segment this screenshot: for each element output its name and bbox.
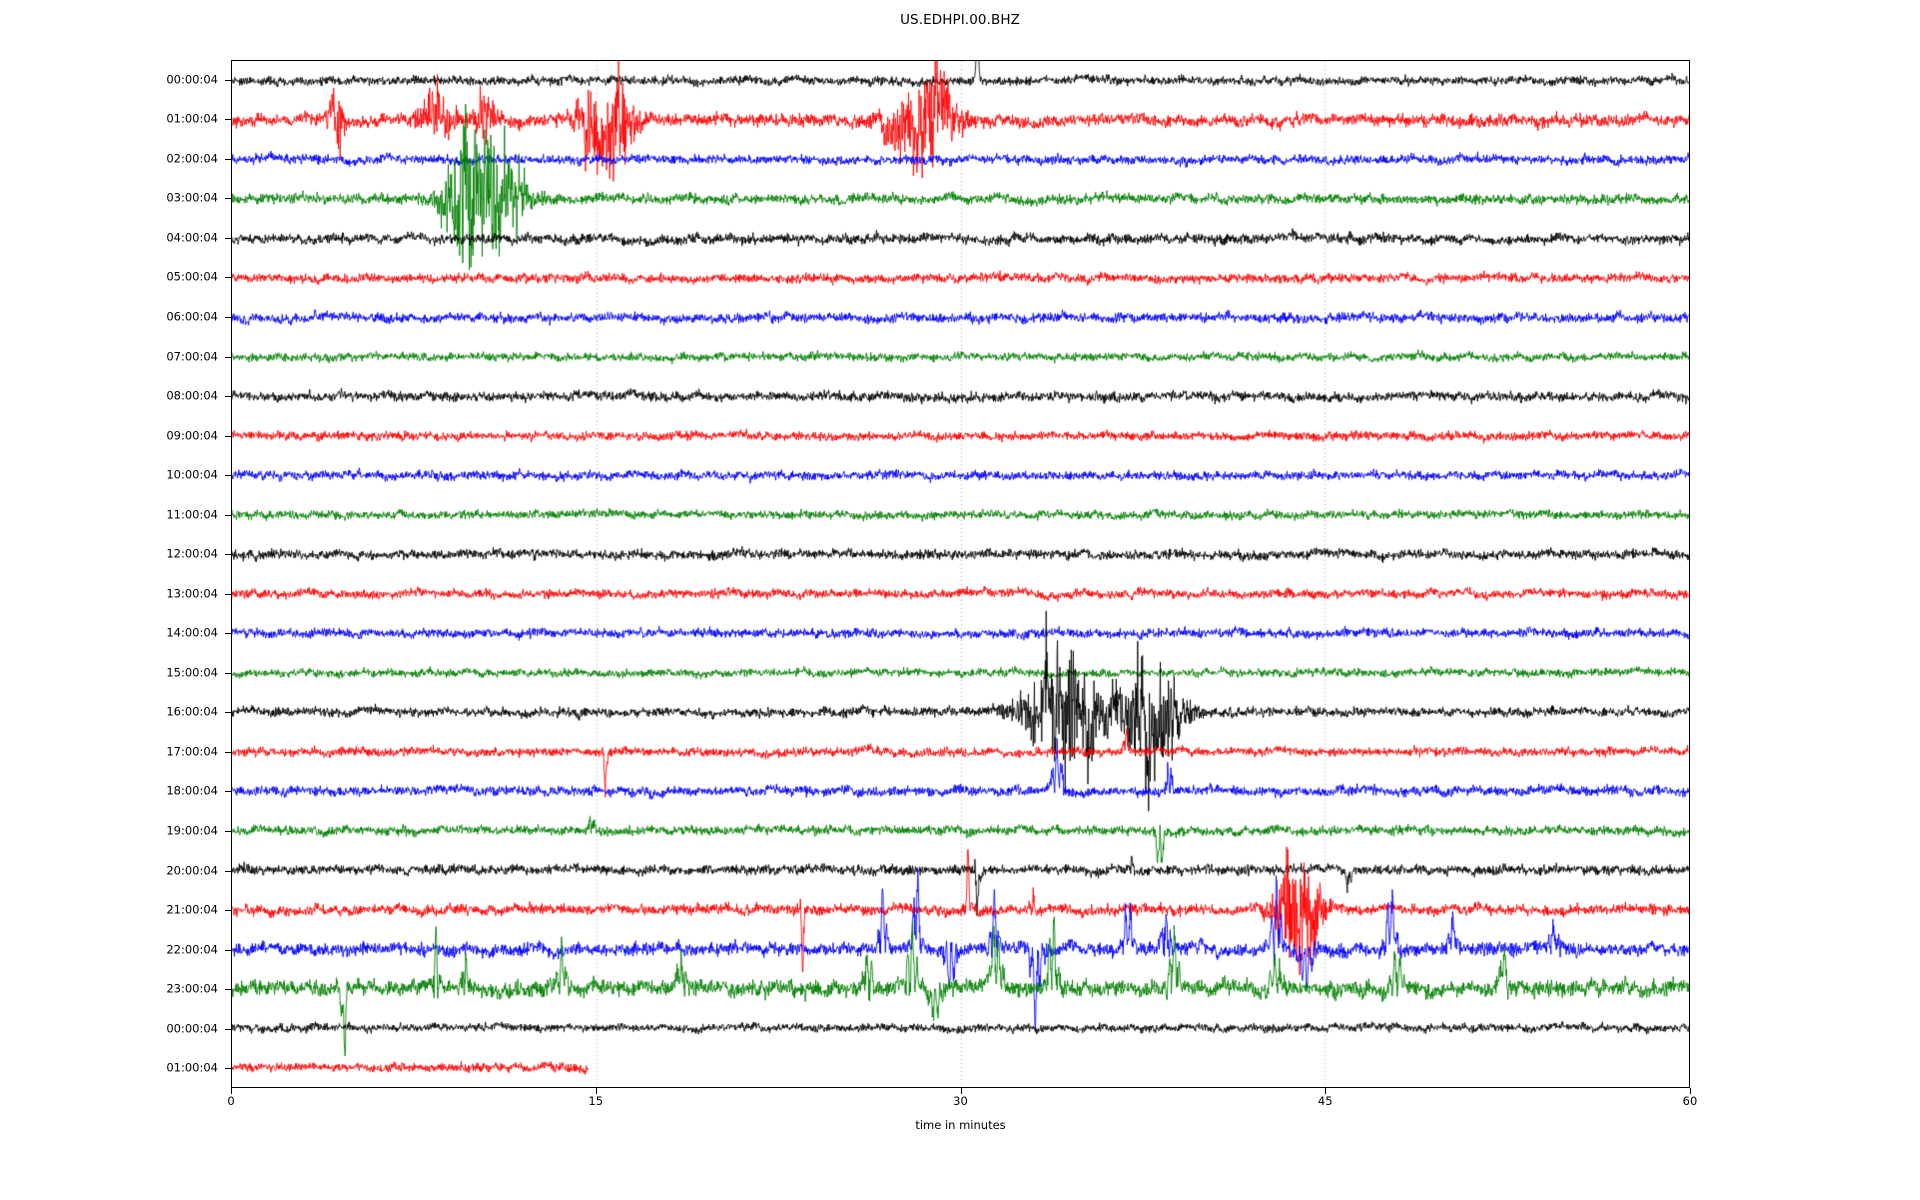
y-tick-label-22: 22:00:04 <box>166 941 218 956</box>
y-tick-mark-1 <box>225 119 232 121</box>
y-tick-mark-4 <box>225 237 232 239</box>
x-tick-mark-2 <box>960 1088 962 1094</box>
y-tick-mark-17 <box>225 751 232 753</box>
x-tick-mark-1 <box>595 1088 597 1094</box>
y-tick-label-2: 02:00:04 <box>166 151 218 166</box>
y-tick-label-0: 00:00:04 <box>166 72 218 87</box>
y-tick-label-5: 05:00:04 <box>166 269 218 284</box>
x-tick-mark-4 <box>1690 1088 1691 1094</box>
plot-axes <box>231 60 1690 1088</box>
y-tick-label-6: 06:00:04 <box>166 309 218 324</box>
y-tick-mark-19 <box>225 831 232 832</box>
y-tick-label-23: 23:00:04 <box>166 981 218 996</box>
y-tick-mark-3 <box>225 198 232 200</box>
y-tick-mark-18 <box>225 791 232 793</box>
y-tick-label-11: 11:00:04 <box>166 506 218 521</box>
y-tick-mark-16 <box>225 712 232 714</box>
y-tick-label-16: 16:00:04 <box>166 704 218 719</box>
y-tick-label-10: 10:00:04 <box>166 467 218 482</box>
y-tick-label-20: 20:00:04 <box>166 862 218 877</box>
x-tick-mark-3 <box>1325 1088 1327 1094</box>
y-tick-mark-9 <box>225 435 232 437</box>
y-tick-label-4: 04:00:04 <box>166 230 218 245</box>
x-tick-label-4: 60 <box>1682 1094 1698 1108</box>
x-tick-label-1: 15 <box>588 1094 604 1108</box>
y-tick-mark-15 <box>225 672 232 674</box>
y-tick-mark-21 <box>225 910 232 912</box>
y-tick-mark-23 <box>225 989 232 991</box>
y-tick-label-14: 14:00:04 <box>166 625 218 640</box>
y-tick-mark-24 <box>225 1028 232 1030</box>
y-tick-mark-14 <box>225 633 232 635</box>
y-tick-mark-11 <box>225 514 232 516</box>
y-tick-label-12: 12:00:04 <box>166 546 218 561</box>
y-tick-label-7: 07:00:04 <box>166 348 218 363</box>
y-tick-label-3: 03:00:04 <box>166 190 218 205</box>
x-axis-label: time in minutes <box>915 1118 1006 1132</box>
y-tick-mark-5 <box>225 277 232 279</box>
y-tick-mark-7 <box>225 356 232 358</box>
y-tick-label-18: 18:00:04 <box>166 783 218 798</box>
y-tick-mark-22 <box>225 949 232 951</box>
y-tick-label-15: 15:00:04 <box>166 665 218 680</box>
y-tick-label-8: 08:00:04 <box>166 388 218 403</box>
y-tick-mark-2 <box>225 158 232 160</box>
x-tick-mark-0 <box>231 1088 232 1094</box>
y-tick-label-19: 19:00:04 <box>166 823 218 838</box>
y-tick-mark-13 <box>225 593 232 595</box>
y-tick-label-9: 09:00:04 <box>166 427 218 442</box>
y-tick-label-21: 21:00:04 <box>166 902 218 917</box>
y-tick-label-24: 00:00:04 <box>166 1020 218 1035</box>
waveform-canvas <box>232 61 1689 1087</box>
y-tick-mark-8 <box>225 396 232 398</box>
x-tick-label-3: 45 <box>1317 1094 1333 1108</box>
y-tick-label-1: 01:00:04 <box>166 111 218 126</box>
y-tick-mark-6 <box>225 317 232 318</box>
y-tick-label-25: 01:00:04 <box>166 1060 218 1075</box>
page-title: US.EDHPI.00.BHZ <box>900 12 1020 28</box>
y-tick-label-17: 17:00:04 <box>166 744 218 759</box>
y-tick-mark-20 <box>225 870 232 872</box>
y-tick-mark-12 <box>225 554 232 556</box>
y-tick-mark-25 <box>225 1068 232 1070</box>
x-tick-label-2: 30 <box>953 1094 968 1108</box>
y-tick-label-13: 13:00:04 <box>166 586 218 601</box>
y-tick-mark-0 <box>225 79 232 81</box>
x-tick-label-0: 0 <box>227 1094 235 1108</box>
y-tick-mark-10 <box>225 475 232 477</box>
